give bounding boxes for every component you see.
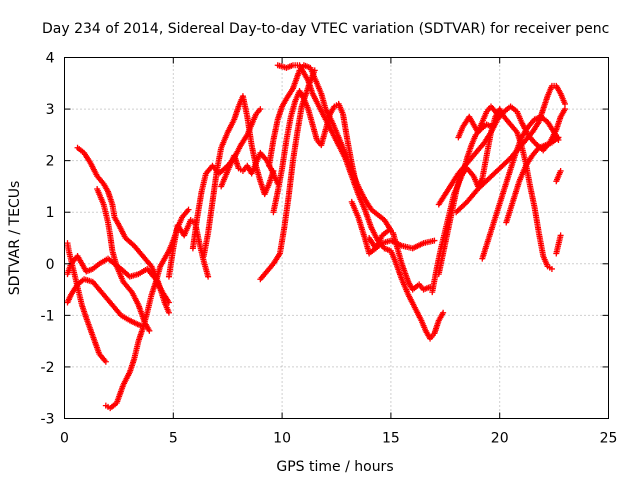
series-arc-16 bbox=[366, 235, 438, 252]
data-point bbox=[555, 134, 562, 141]
data-point bbox=[165, 309, 172, 316]
x-tick-label: 15 bbox=[382, 431, 400, 447]
data-point bbox=[561, 100, 568, 107]
y-tick-label: 3 bbox=[46, 102, 55, 118]
series-arc-2 bbox=[94, 186, 153, 334]
x-tick-label: 0 bbox=[60, 431, 69, 447]
chart-title: Day 234 of 2014, Sidereal Day-to-day VTE… bbox=[42, 21, 609, 37]
axis-ticks bbox=[64, 57, 609, 419]
series-arc-15 bbox=[348, 198, 434, 293]
x-axis-label: GPS time / hours bbox=[276, 459, 393, 475]
y-tick-label: -1 bbox=[41, 308, 55, 324]
y-tick-labels: -3 -2 -1 0 1 2 3 4 bbox=[41, 51, 55, 428]
series-arc-14 bbox=[274, 62, 447, 342]
series-arc-6 bbox=[64, 253, 172, 306]
series-arc-22 bbox=[503, 134, 562, 226]
data-point bbox=[165, 299, 172, 306]
data-point bbox=[440, 309, 447, 316]
data-point bbox=[205, 273, 212, 280]
x-tick-label: 25 bbox=[600, 431, 618, 447]
x-tick-label: 20 bbox=[491, 431, 509, 447]
y-tick-label: -2 bbox=[41, 360, 55, 376]
series-arc-25 bbox=[455, 103, 501, 141]
data-point bbox=[494, 111, 501, 118]
data-point bbox=[146, 327, 153, 334]
series-arc-5 bbox=[102, 206, 192, 412]
data-point bbox=[557, 232, 564, 239]
y-tick-label: 1 bbox=[46, 205, 55, 221]
y-tick-label: 4 bbox=[46, 51, 55, 67]
series-arc-11 bbox=[257, 67, 318, 283]
data-point bbox=[561, 106, 568, 113]
x-tick-label: 10 bbox=[273, 431, 291, 447]
plot-frame bbox=[64, 57, 609, 419]
series-arc-23 bbox=[553, 232, 564, 257]
y-axis-label: SDTVAR / TECUs bbox=[7, 181, 23, 296]
x-tick-label: 5 bbox=[169, 431, 178, 447]
series-arc-24 bbox=[553, 167, 564, 185]
y-tick-label: 0 bbox=[46, 257, 55, 273]
series-arc-4 bbox=[64, 276, 144, 329]
data-point bbox=[548, 265, 555, 272]
x-tick-labels: 0 5 10 15 20 25 bbox=[60, 431, 617, 447]
data-point bbox=[102, 358, 109, 365]
series-arc-19 bbox=[435, 103, 568, 208]
series-arc-10 bbox=[218, 149, 281, 190]
y-tick-label: 2 bbox=[46, 154, 55, 170]
data-point bbox=[257, 106, 264, 113]
series-arc-12 bbox=[270, 88, 360, 216]
data-point bbox=[431, 237, 438, 244]
data-point bbox=[557, 167, 564, 174]
data-marks bbox=[64, 62, 568, 412]
series-arc-21 bbox=[479, 113, 562, 262]
data-point bbox=[185, 206, 192, 213]
y-tick-label: -3 bbox=[41, 412, 55, 428]
